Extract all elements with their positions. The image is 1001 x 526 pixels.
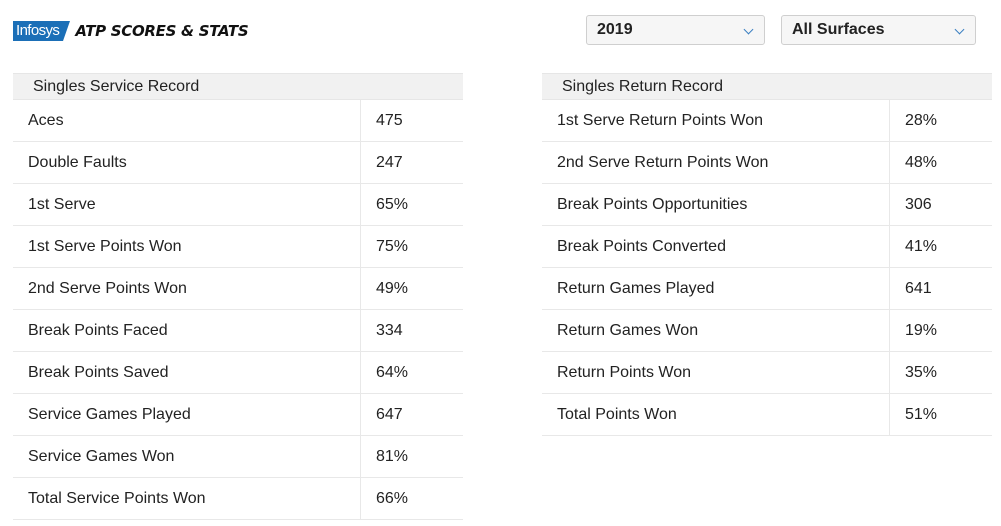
chevron-down-icon <box>743 24 754 35</box>
table-row: Break Points Saved 64% <box>13 352 463 394</box>
stat-label: Break Points Saved <box>28 363 169 381</box>
stat-value: 75% <box>360 226 463 267</box>
stat-label: 2nd Serve Return Points Won <box>557 153 769 171</box>
stat-label: 2nd Serve Points Won <box>28 279 187 297</box>
return-record-table: 1st Serve Return Points Won 28% 2nd Serve … <box>542 100 992 436</box>
surface-select[interactable]: All Surfaces <box>781 15 976 45</box>
stat-value: 19% <box>889 310 992 351</box>
stat-value: 35% <box>889 352 992 393</box>
stat-value: 334 <box>360 310 463 351</box>
service-record-panel: Singles Service Record Aces 475 Double Fau… <box>13 73 463 520</box>
table-row: Return Points Won 35% <box>542 352 992 394</box>
table-row: Service Games Won 81% <box>13 436 463 478</box>
table-row: Double Faults 247 <box>13 142 463 184</box>
stat-value: 66% <box>360 478 463 519</box>
stat-value: 28% <box>889 100 992 141</box>
stat-value: 48% <box>889 142 992 183</box>
stat-value: 475 <box>360 100 463 141</box>
infosys-logo: Infosys <box>13 21 71 41</box>
stat-label: Break Points Faced <box>28 321 168 339</box>
return-record-panel: Singles Return Record 1st Serve Return P… <box>542 73 992 436</box>
stat-label: Aces <box>28 111 64 129</box>
table-row: Break Points Converted 41% <box>542 226 992 268</box>
header: Infosys ATP SCORES & STATS 2019 All Surf… <box>0 0 1001 62</box>
table-row: Aces 475 <box>13 100 463 142</box>
table-row: Total Service Points Won 66% <box>13 478 463 520</box>
stat-label: Total Service Points Won <box>28 489 206 507</box>
table-row: Break Points Faced 334 <box>13 310 463 352</box>
stat-label: Return Points Won <box>557 363 691 381</box>
stat-value: 64% <box>360 352 463 393</box>
atp-scores-stats-title: ATP SCORES & STATS <box>75 22 249 40</box>
stat-label: Total Points Won <box>557 405 677 423</box>
stat-value: 247 <box>360 142 463 183</box>
stat-label: Return Games Won <box>557 321 699 339</box>
table-row: 1st Serve Points Won 75% <box>13 226 463 268</box>
stat-value: 51% <box>889 394 992 435</box>
brand-logo[interactable]: Infosys ATP SCORES & STATS <box>13 21 249 41</box>
service-record-table: Aces 475 Double Faults 247 1st Serve 65% 1st S… <box>13 100 463 520</box>
table-row: 1st Serve Return Points Won 28% <box>542 100 992 142</box>
stat-value: 641 <box>889 268 992 309</box>
year-select-value: 2019 <box>597 21 633 38</box>
table-row: Total Points Won 51% <box>542 394 992 436</box>
service-record-title: Singles Service Record <box>13 73 463 100</box>
table-row: 2nd Serve Return Points Won 48% <box>542 142 992 184</box>
stat-value: 306 <box>889 184 992 225</box>
table-row: 2nd Serve Points Won 49% <box>13 268 463 310</box>
stat-value: 41% <box>889 226 992 267</box>
stat-label: 1st Serve Points Won <box>28 237 182 255</box>
stat-value: 65% <box>360 184 463 225</box>
year-select[interactable]: 2019 <box>586 15 765 45</box>
stat-value: 647 <box>360 394 463 435</box>
surface-select-value: All Surfaces <box>792 21 885 38</box>
stat-label: Break Points Converted <box>557 237 726 255</box>
chevron-down-icon <box>954 24 965 35</box>
table-row: 1st Serve 65% <box>13 184 463 226</box>
stat-label: Service Games Played <box>28 405 191 423</box>
table-row: Break Points Opportunities 306 <box>542 184 992 226</box>
stat-label: Double Faults <box>28 153 127 171</box>
stat-label: Service Games Won <box>28 447 175 465</box>
stat-label: 1st Serve <box>28 195 96 213</box>
table-row: Return Games Won 19% <box>542 310 992 352</box>
stat-label: Return Games Played <box>557 279 715 297</box>
stat-value: 49% <box>360 268 463 309</box>
stat-value: 81% <box>360 436 463 477</box>
stat-label: Break Points Opportunities <box>557 195 748 213</box>
table-row: Service Games Played 647 <box>13 394 463 436</box>
return-record-title: Singles Return Record <box>542 73 992 100</box>
stat-label: 1st Serve Return Points Won <box>557 111 764 129</box>
table-row: Return Games Played 641 <box>542 268 992 310</box>
